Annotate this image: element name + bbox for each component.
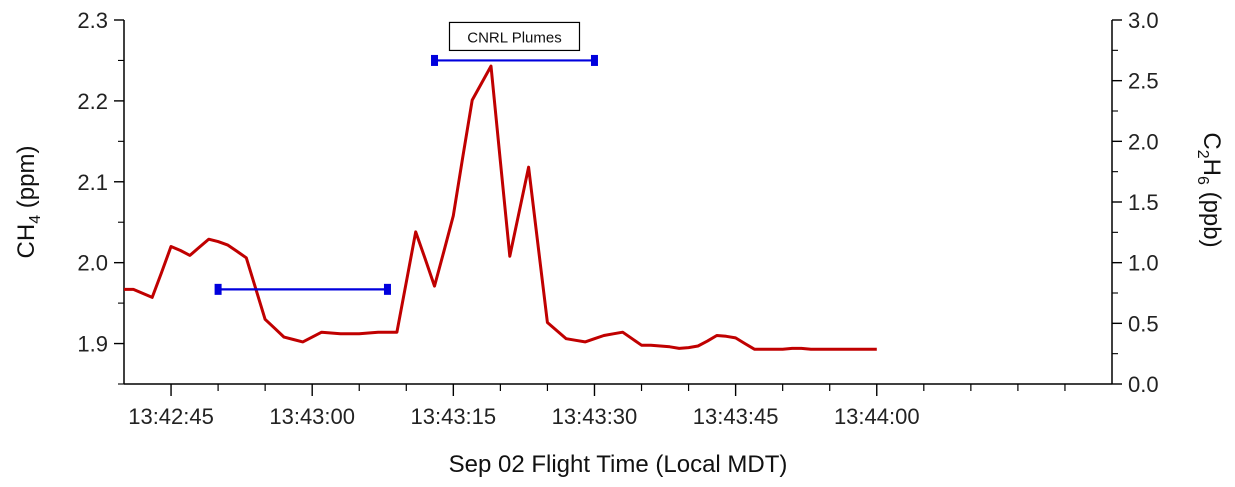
y-right-title-prefix: C (1198, 132, 1225, 149)
y-right-tick-label: 2.0 (1128, 129, 1159, 154)
annotation-label: CNRL Plumes (467, 29, 561, 46)
y-left-title-prefix: CH (13, 224, 40, 259)
y-left-tick-label: 2.0 (77, 251, 108, 276)
y-axis-right: 0.0 0.5 1.0 1.5 2.0 2.5 3.0 (1112, 8, 1159, 397)
y-axis-left: 1.9 2.0 2.1 2.2 2.3 (77, 8, 124, 385)
y-right-tick-label: 2.5 (1128, 69, 1159, 94)
y-right-title-sub1: 2 (1194, 150, 1211, 159)
y-right-title-suffix: (ppb) (1198, 185, 1225, 248)
y-left-tick-label: 2.3 (77, 8, 108, 33)
range-bar-cap-end (383, 283, 391, 295)
y-left-title-sub: 4 (27, 215, 44, 224)
x-tick-label: 13:43:30 (552, 404, 638, 429)
ch4-series-line (124, 64, 877, 351)
x-tick-label: 13:42:45 (128, 404, 214, 429)
plot-frame (123, 20, 1113, 385)
x-axis-title: Sep 02 Flight Time (Local MDT) (449, 451, 788, 478)
annotation-layer: CNRL Plumes (214, 21, 598, 295)
y-left-tick-label: 2.2 (77, 89, 108, 114)
y-right-tick-label: 0.5 (1128, 311, 1159, 336)
range-bar-cap-start (214, 283, 222, 295)
x-tick-label: 13:43:45 (693, 404, 779, 429)
y-left-title-suffix: (ppm) (13, 146, 40, 215)
y-right-title-mid: H (1198, 159, 1225, 176)
y-right-tick-label: 0.0 (1128, 372, 1159, 397)
x-tick-label: 13:43:15 (411, 404, 497, 429)
series-layer (124, 64, 877, 351)
annotation-box (448, 21, 581, 52)
y-left-tick-label: 1.9 (77, 332, 108, 357)
y-right-tick-label: 1.0 (1128, 251, 1159, 276)
range-bar-cap-end (590, 54, 598, 66)
x-tick-label: 13:44:00 (834, 404, 920, 429)
y-axis-right-title: C2H6 (ppb) (1194, 132, 1225, 247)
x-tick-label: 13:43:00 (269, 404, 355, 429)
y-right-title-sub2: 6 (1194, 176, 1211, 185)
y-right-tick-label: 1.5 (1128, 190, 1159, 215)
range-bar-cap-start (431, 54, 439, 66)
y-left-tick-label: 2.1 (77, 170, 108, 195)
y-axis-left-title: CH4 (ppm) (13, 146, 44, 259)
x-axis: 13:42:45 13:43:00 13:43:15 13:43:30 13:43:45… (128, 384, 1066, 429)
y-right-tick-label: 3.0 (1128, 8, 1159, 33)
